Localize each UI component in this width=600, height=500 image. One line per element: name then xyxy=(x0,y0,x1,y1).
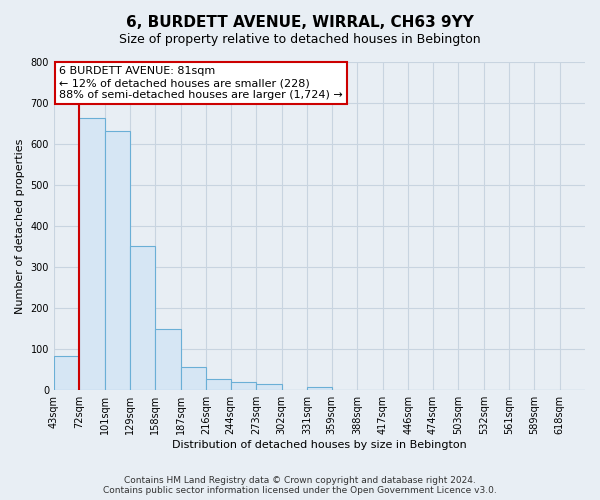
Bar xyxy=(206,379,230,390)
Text: 6, BURDETT AVENUE, WIRRAL, CH63 9YY: 6, BURDETT AVENUE, WIRRAL, CH63 9YY xyxy=(126,15,474,30)
Bar xyxy=(130,246,155,390)
Bar xyxy=(79,118,105,390)
Text: 6 BURDETT AVENUE: 81sqm
← 12% of detached houses are smaller (228)
88% of semi-d: 6 BURDETT AVENUE: 81sqm ← 12% of detache… xyxy=(59,66,343,100)
Bar xyxy=(155,330,181,390)
Bar xyxy=(307,387,332,390)
Bar xyxy=(54,356,79,390)
Bar xyxy=(256,384,281,390)
Text: Size of property relative to detached houses in Bebington: Size of property relative to detached ho… xyxy=(119,32,481,46)
Y-axis label: Number of detached properties: Number of detached properties xyxy=(15,138,25,314)
X-axis label: Distribution of detached houses by size in Bebington: Distribution of detached houses by size … xyxy=(172,440,467,450)
Bar xyxy=(230,382,256,390)
Bar xyxy=(105,132,130,390)
Text: Contains HM Land Registry data © Crown copyright and database right 2024.
Contai: Contains HM Land Registry data © Crown c… xyxy=(103,476,497,495)
Bar xyxy=(181,367,206,390)
